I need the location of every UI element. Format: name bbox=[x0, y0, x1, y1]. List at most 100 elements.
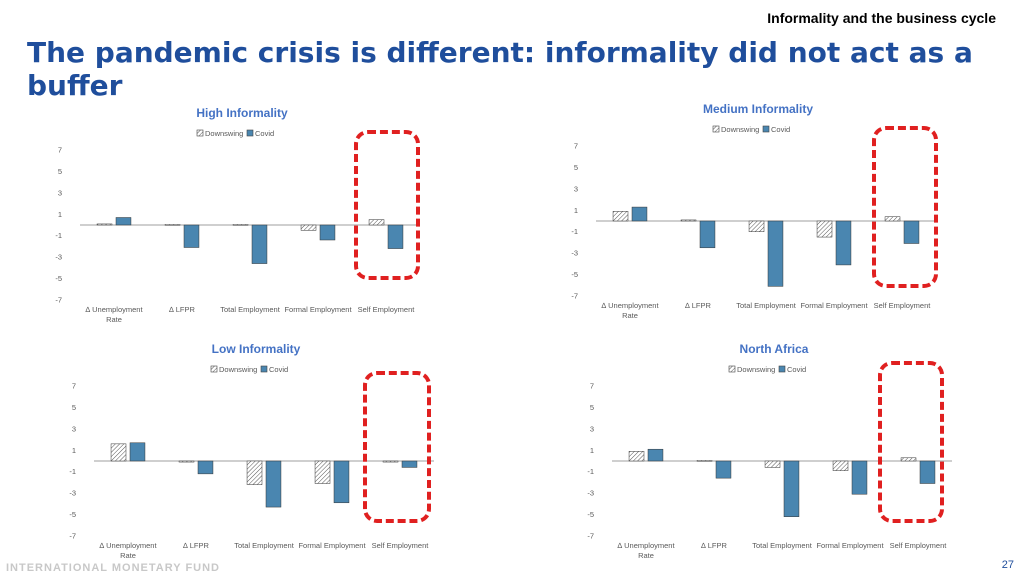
category-label: ∆ Unemployment bbox=[99, 541, 157, 550]
chart-svg: Medium Informality Downswing Covid 7 5 3 1 -1 -3… bbox=[571, 102, 936, 320]
legend-swatch-downswing bbox=[210, 365, 218, 373]
category-label: ∆ LFPR bbox=[701, 541, 727, 550]
y-tick-label: -3 bbox=[571, 249, 578, 258]
footer-org: INTERNATIONAL MONETARY FUND bbox=[6, 562, 220, 574]
legend-swatch-covid bbox=[246, 129, 254, 137]
bar-covid-unemployment-rate bbox=[631, 206, 648, 222]
y-tick-label: -5 bbox=[571, 270, 578, 279]
bar-downswing-lfpr bbox=[696, 460, 713, 462]
chart-north-africa: North Africa Downswing Covid 7 5 3 1 -1 -3 -5 -7 ∆ … bbox=[584, 336, 964, 566]
y-tick-label: 1 bbox=[574, 206, 578, 215]
bar-covid-formal-employment bbox=[319, 224, 336, 241]
category-label: ∆ Unemployment bbox=[601, 301, 659, 310]
category-label: Formal Employment bbox=[284, 305, 352, 314]
bar-covid-total-employment bbox=[265, 460, 282, 508]
bar-downswing-unemployment-rate bbox=[96, 223, 113, 226]
legend: Downswing Covid bbox=[196, 129, 274, 138]
category-label: ∆ Unemployment bbox=[85, 305, 143, 314]
legend-label-downswing: Downswing bbox=[205, 129, 243, 138]
y-tick-label: 3 bbox=[72, 424, 76, 433]
legend-label-downswing: Downswing bbox=[737, 365, 775, 374]
chart-title: High Informality bbox=[196, 106, 288, 120]
y-tick-label: -1 bbox=[571, 227, 578, 236]
category-label: Self Employment bbox=[358, 305, 416, 314]
y-tick-label: 5 bbox=[590, 403, 594, 412]
bar-covid-self-employment bbox=[387, 224, 404, 249]
category-label: Rate bbox=[120, 551, 136, 560]
y-tick-label: 7 bbox=[58, 146, 62, 155]
legend-label-covid: Covid bbox=[255, 129, 274, 138]
category-label: Rate bbox=[638, 551, 654, 560]
legend-label-covid: Covid bbox=[771, 125, 790, 134]
category-label: ∆ LFPR bbox=[183, 541, 209, 550]
category-label: Self Employment bbox=[372, 541, 430, 550]
legend-swatch-downswing bbox=[728, 365, 736, 373]
legend: Downswing Covid bbox=[728, 365, 806, 374]
category-label: ∆ LFPR bbox=[685, 301, 711, 310]
legend-label-downswing: Downswing bbox=[219, 365, 257, 374]
category-label: Total Employment bbox=[752, 541, 813, 550]
y-tick-label: -3 bbox=[69, 489, 76, 498]
bar-covid-unemployment-rate bbox=[647, 448, 664, 462]
y-tick-label: 3 bbox=[590, 424, 594, 433]
y-tick-label: -5 bbox=[587, 510, 594, 519]
bar-covid-total-employment bbox=[767, 220, 784, 287]
y-tick-label: 3 bbox=[58, 188, 62, 197]
bar-downswing-total-employment bbox=[748, 220, 765, 232]
y-tick-label: -5 bbox=[69, 510, 76, 519]
bar-covid-total-employment bbox=[251, 224, 268, 264]
legend-swatch-covid bbox=[778, 365, 786, 373]
chart-svg: Low Informality Downswing Covid 7 5 3 1 -1 -3 -5 -… bbox=[69, 342, 434, 560]
bar-downswing-self-employment bbox=[382, 460, 399, 463]
legend-label-covid: Covid bbox=[787, 365, 806, 374]
bar-downswing-lfpr bbox=[680, 219, 697, 222]
highlight-box-high-informality bbox=[354, 130, 420, 280]
legend-swatch-downswing bbox=[712, 125, 720, 133]
chart-svg: North Africa Downswing Covid 7 5 3 1 -1 -3 -5 -7 ∆ … bbox=[587, 342, 952, 560]
y-tick-label: -3 bbox=[55, 253, 62, 262]
bar-downswing-lfpr bbox=[178, 460, 195, 463]
legend-label-covid: Covid bbox=[269, 365, 288, 374]
legend-swatch-downswing bbox=[196, 129, 204, 137]
y-tick-label: -7 bbox=[55, 296, 62, 305]
category-label: Total Employment bbox=[234, 541, 295, 550]
y-tick-label: 3 bbox=[574, 184, 578, 193]
section-topic: Informality and the business cycle bbox=[767, 10, 996, 26]
category-label: ∆ LFPR bbox=[169, 305, 195, 314]
bar-covid-self-employment bbox=[401, 460, 418, 468]
category-label: Rate bbox=[106, 315, 122, 324]
legend-label-downswing: Downswing bbox=[721, 125, 759, 134]
bar-covid-lfpr bbox=[699, 220, 716, 249]
bar-downswing-lfpr bbox=[164, 224, 181, 226]
category-label: Formal Employment bbox=[298, 541, 366, 550]
chart-high-informality: High Informality Downswing Covid 7 5 3 1 -1 -3 -5… bbox=[52, 100, 432, 328]
bar-downswing-self-employment bbox=[900, 457, 917, 462]
chart-low-informality: Low Informality Downswing Covid 7 5 3 1 -1 -3 -5 -… bbox=[66, 336, 446, 566]
legend: Downswing Covid bbox=[210, 365, 288, 374]
bar-downswing-formal-employment bbox=[314, 460, 331, 484]
bar-covid-total-employment bbox=[783, 460, 800, 517]
bar-covid-lfpr bbox=[715, 460, 732, 479]
y-tick-label: 5 bbox=[72, 403, 76, 412]
slide-title: The pandemic crisis is different: inform… bbox=[27, 36, 973, 102]
y-tick-label: 5 bbox=[574, 163, 578, 172]
y-tick-label: -7 bbox=[571, 292, 578, 301]
bar-covid-lfpr bbox=[197, 460, 214, 475]
bar-covid-lfpr bbox=[183, 224, 200, 248]
chart-medium-informality: Medium Informality Downswing Covid 7 5 3 1 -1 -3… bbox=[568, 96, 948, 324]
category-label: Self Employment bbox=[890, 541, 948, 550]
highlight-box-north-africa bbox=[878, 361, 944, 523]
chart-title: North Africa bbox=[740, 342, 809, 356]
bar-downswing-formal-employment bbox=[832, 460, 849, 471]
bar-downswing-formal-employment bbox=[816, 220, 833, 238]
highlight-box-medium-informality bbox=[872, 126, 938, 288]
chart-svg: High Informality Downswing Covid 7 5 3 1 -1 -3 -5… bbox=[55, 106, 420, 324]
legend-swatch-covid bbox=[762, 125, 770, 133]
category-label: Total Employment bbox=[736, 301, 797, 310]
category-label: Formal Employment bbox=[800, 301, 868, 310]
bar-covid-self-employment bbox=[919, 460, 936, 484]
bar-downswing-unemployment-rate bbox=[612, 211, 629, 222]
y-tick-label: 1 bbox=[590, 446, 594, 455]
legend-swatch-covid bbox=[260, 365, 268, 373]
bar-covid-formal-employment bbox=[835, 220, 852, 266]
